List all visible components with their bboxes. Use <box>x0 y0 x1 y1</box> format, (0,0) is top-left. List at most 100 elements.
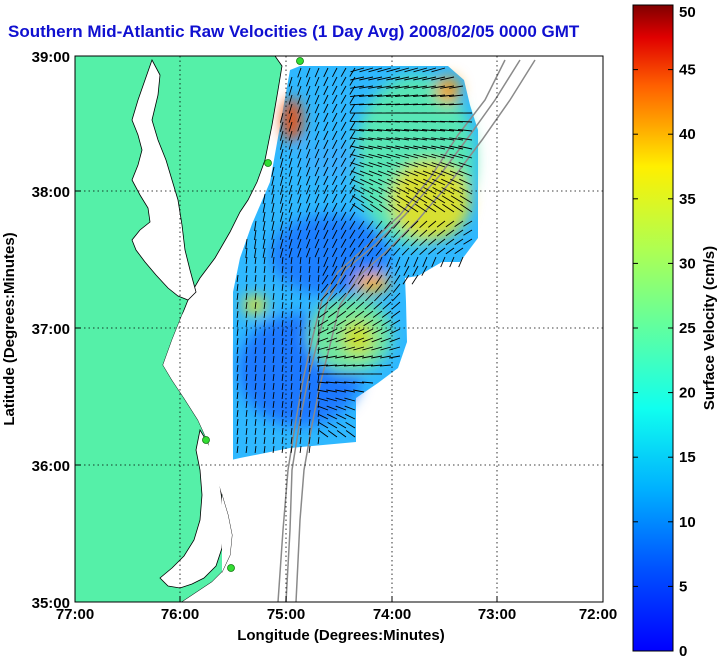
current-vector <box>440 94 455 98</box>
current-vector <box>236 274 239 282</box>
current-vector <box>350 170 365 177</box>
current-vector <box>317 310 320 318</box>
current-vector <box>381 319 392 327</box>
current-vector <box>297 67 302 78</box>
current-vector <box>359 94 374 98</box>
current-vector <box>413 76 428 81</box>
current-vector <box>431 94 446 98</box>
current-vector <box>290 364 293 372</box>
current-vector <box>236 319 239 327</box>
current-vector <box>254 283 257 291</box>
current-vector <box>299 292 302 300</box>
current-vector <box>334 364 347 367</box>
current-vector <box>317 427 320 435</box>
current-vector <box>305 229 311 240</box>
current-vector <box>271 238 275 249</box>
current-vector <box>314 220 320 231</box>
current-vector <box>254 364 257 372</box>
current-vector <box>349 67 356 77</box>
current-vector <box>368 85 383 89</box>
current-vector <box>290 256 293 264</box>
current-vector <box>389 346 401 351</box>
current-vector <box>340 76 347 86</box>
current-vector <box>262 220 266 231</box>
current-vector <box>401 247 410 256</box>
current-vector <box>401 238 410 247</box>
current-vector <box>422 162 437 168</box>
current-vector <box>340 94 347 104</box>
current-vector <box>332 103 338 114</box>
current-vector <box>308 373 311 381</box>
current-vector <box>351 178 365 186</box>
current-vector <box>281 382 284 390</box>
current-vector <box>323 85 329 96</box>
current-vector <box>263 427 266 435</box>
current-vector <box>390 310 401 318</box>
current-vector <box>314 130 320 141</box>
current-vector <box>354 319 365 327</box>
current-vector <box>332 85 338 96</box>
current-vector <box>405 178 419 186</box>
current-vector <box>356 292 365 302</box>
current-vector <box>340 238 347 248</box>
current-vector <box>325 364 338 367</box>
current-vector <box>299 265 302 273</box>
current-vector <box>440 85 455 89</box>
current-vector <box>288 211 293 222</box>
current-vector <box>440 129 455 132</box>
current-vector <box>299 373 302 381</box>
current-vector <box>445 238 455 246</box>
current-vector <box>308 310 311 318</box>
current-vector <box>288 76 293 87</box>
current-vector <box>288 130 293 141</box>
x-tick-label: 76:00 <box>161 606 199 623</box>
colorbar-tick-label: 45 <box>679 62 696 79</box>
current-vector <box>332 175 338 186</box>
current-vector <box>349 220 356 230</box>
current-vector <box>359 76 374 81</box>
current-vector <box>384 229 392 238</box>
current-vector <box>431 137 446 141</box>
current-vector <box>281 256 284 264</box>
colorbar-tick-label: 25 <box>679 320 696 337</box>
current-vector <box>386 162 401 168</box>
current-vector <box>323 139 329 150</box>
current-vector <box>323 247 329 258</box>
current-vector <box>281 292 284 300</box>
current-vector <box>440 76 455 81</box>
current-vector <box>332 202 338 213</box>
current-vector <box>392 238 401 247</box>
current-vector <box>254 247 257 258</box>
current-vector <box>308 301 311 309</box>
current-vector <box>392 247 401 256</box>
current-vector <box>349 148 356 158</box>
current-vector <box>377 256 383 268</box>
current-vector <box>281 436 284 444</box>
current-vector <box>386 85 401 89</box>
current-vector <box>290 373 293 381</box>
current-vector <box>263 310 266 318</box>
current-vector <box>362 328 374 335</box>
current-vector <box>245 382 248 390</box>
current-vector <box>254 274 257 282</box>
current-vector <box>454 220 464 227</box>
current-vector <box>290 283 293 291</box>
current-vector <box>297 220 302 231</box>
current-vector <box>279 148 284 159</box>
current-vector <box>281 310 284 318</box>
current-vector <box>281 445 284 453</box>
current-vector <box>343 381 356 384</box>
current-vector <box>323 184 329 195</box>
current-vector <box>317 391 320 399</box>
current-vector <box>404 137 419 141</box>
current-vector <box>288 94 293 105</box>
current-vector <box>379 203 392 213</box>
current-vector <box>299 283 302 291</box>
current-vector <box>445 229 455 237</box>
current-vector <box>317 328 329 335</box>
current-vector <box>372 310 383 318</box>
colorbar-label: Surface Velocity (cm/s) <box>701 246 718 410</box>
current-vector <box>272 355 275 363</box>
current-vector <box>359 137 374 141</box>
current-vector <box>272 301 275 309</box>
